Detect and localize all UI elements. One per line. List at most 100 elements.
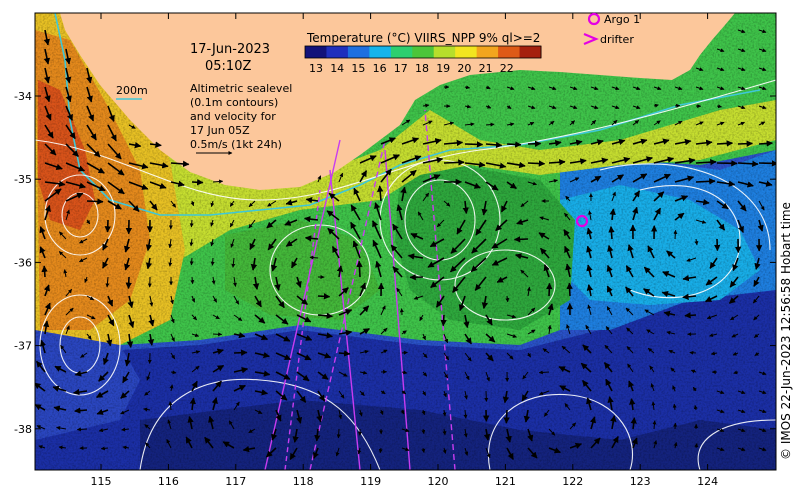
velocity-arrow bbox=[41, 265, 48, 278]
velocity-arrow bbox=[149, 162, 169, 169]
velocity-arrow bbox=[758, 428, 767, 433]
velocity-arrow bbox=[730, 314, 739, 321]
isobath-legend-label: 200m bbox=[116, 84, 148, 97]
colorbar-swatches bbox=[304, 45, 542, 59]
velocity-arrow bbox=[229, 200, 235, 207]
velocity-arrow bbox=[693, 404, 698, 411]
velocity-arrow bbox=[502, 390, 510, 404]
argo-float-marker bbox=[575, 214, 589, 228]
velocity-arrow bbox=[626, 346, 634, 354]
velocity-arrow bbox=[275, 295, 285, 309]
velocity-arrow bbox=[191, 380, 198, 392]
velocity-arrow bbox=[485, 141, 503, 149]
velocity-arrow bbox=[86, 105, 95, 122]
x-tick-label: 118 bbox=[293, 475, 314, 488]
velocity-arrow bbox=[682, 274, 697, 282]
velocity-arrow bbox=[569, 177, 580, 183]
velocity-arrow bbox=[709, 333, 718, 338]
velocity-arrow bbox=[128, 124, 136, 129]
velocity-arrow bbox=[737, 160, 759, 167]
velocity-arrow bbox=[674, 157, 696, 164]
velocity-arrow bbox=[372, 239, 382, 259]
velocity-arrow bbox=[65, 105, 73, 121]
velocity-arrow bbox=[643, 288, 655, 297]
contour-shelf bbox=[35, 79, 776, 201]
x-tick-label: 124 bbox=[697, 475, 718, 488]
velocity-arrow bbox=[359, 305, 370, 316]
track-5 bbox=[424, 109, 456, 470]
contour-eddy-center bbox=[454, 249, 556, 321]
velocity-arrow bbox=[74, 370, 88, 377]
colorbar-title: Temperature (°C) VIIRS_NPP 9% ql>=2 bbox=[306, 31, 540, 45]
velocity-arrow bbox=[39, 246, 46, 259]
contour-eddy-west bbox=[44, 174, 116, 256]
velocity-arrow bbox=[464, 161, 486, 168]
velocity-arrow bbox=[422, 390, 427, 396]
velocity-arrow bbox=[443, 352, 450, 361]
velocity-arrow bbox=[485, 122, 495, 127]
velocity-arrow bbox=[442, 409, 447, 417]
velocity-arrow bbox=[421, 447, 426, 453]
velocity-arrow bbox=[527, 352, 532, 358]
x-tick-label: 123 bbox=[630, 475, 651, 488]
velocity-arrow bbox=[506, 86, 515, 91]
velocity-arrow bbox=[606, 306, 613, 316]
velocity-arrow bbox=[86, 86, 93, 103]
velocity-arrow bbox=[506, 122, 515, 127]
velocity-arrow bbox=[737, 390, 746, 395]
velocity-arrow bbox=[673, 442, 678, 449]
velocity-arrow bbox=[44, 302, 51, 316]
velocity-arrow bbox=[538, 370, 550, 375]
y-tick-label: -34 bbox=[14, 90, 32, 103]
velocity-arrow bbox=[266, 219, 277, 229]
velocity-arrow bbox=[338, 309, 353, 316]
track-4 bbox=[384, 149, 411, 470]
velocity-arrow bbox=[548, 447, 561, 454]
velocity-arrow bbox=[686, 257, 697, 262]
velocity-arrow bbox=[758, 371, 767, 376]
velocity-arrow bbox=[336, 265, 344, 278]
velocity-arrow bbox=[233, 367, 249, 374]
velocity-arrow bbox=[285, 238, 298, 247]
velocity-arrow bbox=[107, 124, 117, 142]
velocity-arrow bbox=[353, 187, 361, 202]
velocity-arrow bbox=[233, 295, 240, 305]
velocity-arrow bbox=[210, 238, 215, 247]
velocity-arrow bbox=[149, 181, 167, 189]
velocity-arrow bbox=[410, 233, 424, 240]
velocity-arrow bbox=[758, 86, 767, 91]
velocity-arrow bbox=[561, 345, 571, 354]
velocity-arrow bbox=[350, 221, 361, 240]
velocity-arrow bbox=[401, 447, 410, 452]
velocity-arrow bbox=[564, 403, 571, 411]
velocity-arrow bbox=[191, 314, 198, 321]
velocity-arrow bbox=[521, 390, 529, 402]
velocity-arrow bbox=[429, 238, 445, 248]
velocity-arrow bbox=[611, 138, 626, 146]
velocity-arrow bbox=[695, 158, 717, 166]
velocity-arrow bbox=[43, 67, 51, 84]
velocity-arrow bbox=[542, 348, 550, 354]
velocity-arrow bbox=[317, 352, 332, 359]
velocity-arrow bbox=[526, 286, 531, 297]
colorbar-swatch bbox=[412, 46, 435, 58]
velocity-arrow bbox=[374, 202, 382, 221]
velocity-arrow bbox=[464, 141, 484, 148]
velocity-arrow bbox=[506, 314, 517, 319]
velocity-arrow bbox=[107, 105, 115, 122]
velocity-arrows bbox=[35, 29, 776, 460]
velocity-arrow bbox=[63, 269, 68, 278]
contour-south-3 bbox=[697, 419, 776, 470]
velocity-arrow bbox=[422, 120, 433, 126]
velocity-arrow bbox=[233, 314, 243, 322]
velocity-arrow bbox=[443, 139, 464, 147]
velocity-arrow bbox=[548, 105, 557, 110]
velocity-arrow bbox=[44, 105, 52, 121]
velocity-arrow bbox=[590, 86, 599, 91]
velocity-arrow bbox=[380, 154, 400, 164]
land-mass bbox=[60, 13, 735, 190]
velocity-arrow bbox=[546, 282, 553, 297]
velocity-arrow bbox=[36, 425, 46, 430]
velocity-arrow bbox=[53, 405, 67, 412]
velocity-arrow bbox=[647, 347, 655, 354]
